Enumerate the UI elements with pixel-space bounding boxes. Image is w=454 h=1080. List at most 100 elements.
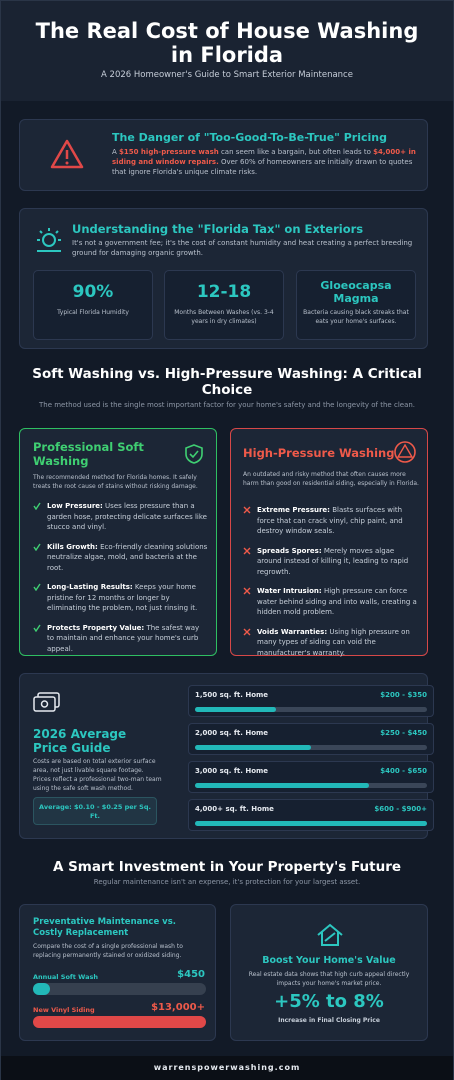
bar-fill xyxy=(33,1016,206,1028)
item-text: Eco-friendly cleaning solutions neutrali… xyxy=(47,542,208,572)
item-text: Blasts surfaces with force that can crac… xyxy=(257,506,403,535)
tier-fill xyxy=(195,707,277,712)
cross-icon xyxy=(243,547,251,554)
text: can seem like a bargain, but often leads… xyxy=(218,148,374,156)
tier-fill xyxy=(195,745,311,750)
florida-card: Understanding the "Florida Tax" on Exter… xyxy=(19,208,428,349)
item-text: The safest way to maintain and enhance y… xyxy=(47,623,200,653)
list-item: Voids Warranties: Using high pressure on… xyxy=(243,627,421,659)
tier-fill xyxy=(195,783,369,788)
item-term: Spreads Spores: xyxy=(257,546,322,555)
soft-card: Professional Soft Washing The recommende… xyxy=(19,428,217,656)
list-item: Spreads Spores: Merely moves algae aroun… xyxy=(243,546,421,578)
item-term: Long-Lasting Results: xyxy=(47,583,133,591)
pricing-card: 2026 Average Price Guide Costs are based… xyxy=(19,673,434,839)
title: The Real Cost of House Washing in Florid… xyxy=(35,19,419,67)
stat-label: Typical Florida Humidity xyxy=(57,309,129,316)
danger-card: The Danger of "Too-Good-To-Be-True" Pric… xyxy=(19,119,428,191)
tier-price: $400 - $650 xyxy=(380,767,427,775)
item-term: Protects Property Value: xyxy=(47,623,145,632)
maintenance-title: Preventative Maintenance vs. Costly Repl… xyxy=(33,917,177,938)
danger-title: The Danger of "Too-Good-To-Be-True" Pric… xyxy=(112,131,387,144)
shield-icon xyxy=(185,444,203,464)
section-subtitle: The method used is the single most impor… xyxy=(38,401,416,409)
cross-icon xyxy=(243,628,251,635)
cross-icon xyxy=(243,587,251,595)
price-tier: 2,000 sq. ft. Home $250 - $450 xyxy=(188,723,434,755)
tier-price: $250 - $450 xyxy=(380,729,427,737)
item-term: Kills Growth: xyxy=(47,542,98,551)
tier-track xyxy=(195,707,427,712)
tier-size: 1,500 sq. ft. Home xyxy=(195,691,269,699)
section-title: A Smart Investment in Your Property's Fu… xyxy=(52,859,402,875)
list-item: Water Intrusion: High pressure can force… xyxy=(243,586,421,618)
header: The Real Cost of House Washing in Florid… xyxy=(1,1,453,101)
footer: warrenspowerwashing.com xyxy=(1,1056,453,1080)
item-term: Extreme Pressure: xyxy=(257,506,330,514)
pricing-title: 2026 Average Price Guide xyxy=(33,727,127,755)
item-text: Merely moves algae around instead of kil… xyxy=(257,546,409,576)
check-icon xyxy=(33,543,41,551)
tier-fill xyxy=(195,821,427,826)
maintenance-card: Preventative Maintenance vs. Costly Repl… xyxy=(19,904,216,1041)
text: A xyxy=(112,148,120,156)
cross-icon xyxy=(243,506,251,514)
warning-icon xyxy=(50,139,84,169)
tier-track xyxy=(195,821,427,826)
tier-size: 3,000 sq. ft. Home xyxy=(195,767,269,775)
price-tier: 4,000+ sq. ft. Home $600 - $900+ xyxy=(188,799,434,831)
value-title: Boost Your Home's Value xyxy=(262,955,396,966)
text: Over 60% of homeowners are initially dra… xyxy=(112,158,413,176)
soft-title: Professional Soft Washing xyxy=(33,440,144,468)
item-text: Using high pressure on many types of sid… xyxy=(257,627,410,657)
stat-value: 90% xyxy=(72,282,114,302)
soft-intro: The recommended method for Florida homes… xyxy=(33,474,198,490)
pressure-title: High-Pressure Washing xyxy=(243,446,395,460)
row-price: $450 xyxy=(177,969,205,980)
danger-icon xyxy=(394,441,416,463)
highlight: $150 high-pressure wash xyxy=(119,148,219,156)
tier-size: 2,000 sq. ft. Home xyxy=(195,729,269,737)
tier-size: 4,000+ sq. ft. Home xyxy=(195,805,274,813)
item-term: Voids Warranties: xyxy=(257,627,328,636)
list-item: Kills Growth: Eco-friendly cleaning solu… xyxy=(33,542,208,574)
highlight: $4,000+ in siding and window repairs. xyxy=(112,148,416,166)
pressure-intro: An outdated and risky method that often … xyxy=(243,471,419,487)
list-item: Low Pressure: Uses less pressure than a … xyxy=(33,501,208,533)
bar-track xyxy=(33,983,206,995)
value-card: Boost Your Home's Value Real estate data… xyxy=(230,904,428,1041)
stat-box: Gloeocapsa Magma Bacteria causing black s… xyxy=(296,270,416,340)
price-tier: 1,500 sq. ft. Home $200 - $350 xyxy=(188,685,434,717)
item-term: Low Pressure: xyxy=(47,502,103,510)
value-stat-label: Increase in Final Closing Price xyxy=(278,1017,380,1024)
list-item: Protects Property Value: The safest way … xyxy=(33,623,208,655)
list-item: Long-Lasting Results: Keeps your home pr… xyxy=(33,582,208,614)
row-label: New Vinyl Siding xyxy=(33,1006,95,1014)
stat-value: 12-18 xyxy=(196,282,252,302)
section-title: Soft Washing vs. High-Pressure Washing: … xyxy=(32,366,422,398)
item-text: Uses less pressure than a garden hose, p… xyxy=(47,502,207,531)
item-text: Keeps your home pristine for 12 months o… xyxy=(47,583,198,612)
florida-title: Understanding the "Florida Tax" on Exter… xyxy=(72,222,364,236)
tier-track xyxy=(195,745,427,750)
pricing-average: Average: $0.10 - $0.25 per Sq. Ft. xyxy=(33,797,157,825)
item-term: Water Intrusion: xyxy=(257,587,322,595)
danger-body: A $150 high-pressure wash can seem like … xyxy=(112,147,417,177)
maintenance-body: Compare the cost of a single professiona… xyxy=(33,943,183,959)
house-icon xyxy=(317,923,343,946)
pressure-list: Extreme Pressure: Blasts surfaces with f… xyxy=(243,505,421,667)
soft-list: Low Pressure: Uses less pressure than a … xyxy=(33,501,208,663)
value-stat: +5% to 8% xyxy=(274,991,384,1012)
row-price: $13,000+ xyxy=(151,1002,205,1013)
row-label: Annual Soft Wash xyxy=(33,973,98,981)
item-text: High pressure can force water behind sid… xyxy=(257,587,417,616)
stat-label: Bacteria causing black streaks that eats… xyxy=(303,309,409,325)
tier-track xyxy=(195,783,427,788)
check-icon xyxy=(33,583,41,591)
price-tier: 3,000 sq. ft. Home $400 - $650 xyxy=(188,761,434,793)
list-item: Extreme Pressure: Blasts surfaces with f… xyxy=(243,505,421,537)
pricing-body: Costs are based on total exterior surfac… xyxy=(33,758,162,792)
tier-price: $200 - $350 xyxy=(380,691,427,699)
stat-box: 12-18 Months Between Washes (vs. 3-4 year… xyxy=(164,270,284,340)
